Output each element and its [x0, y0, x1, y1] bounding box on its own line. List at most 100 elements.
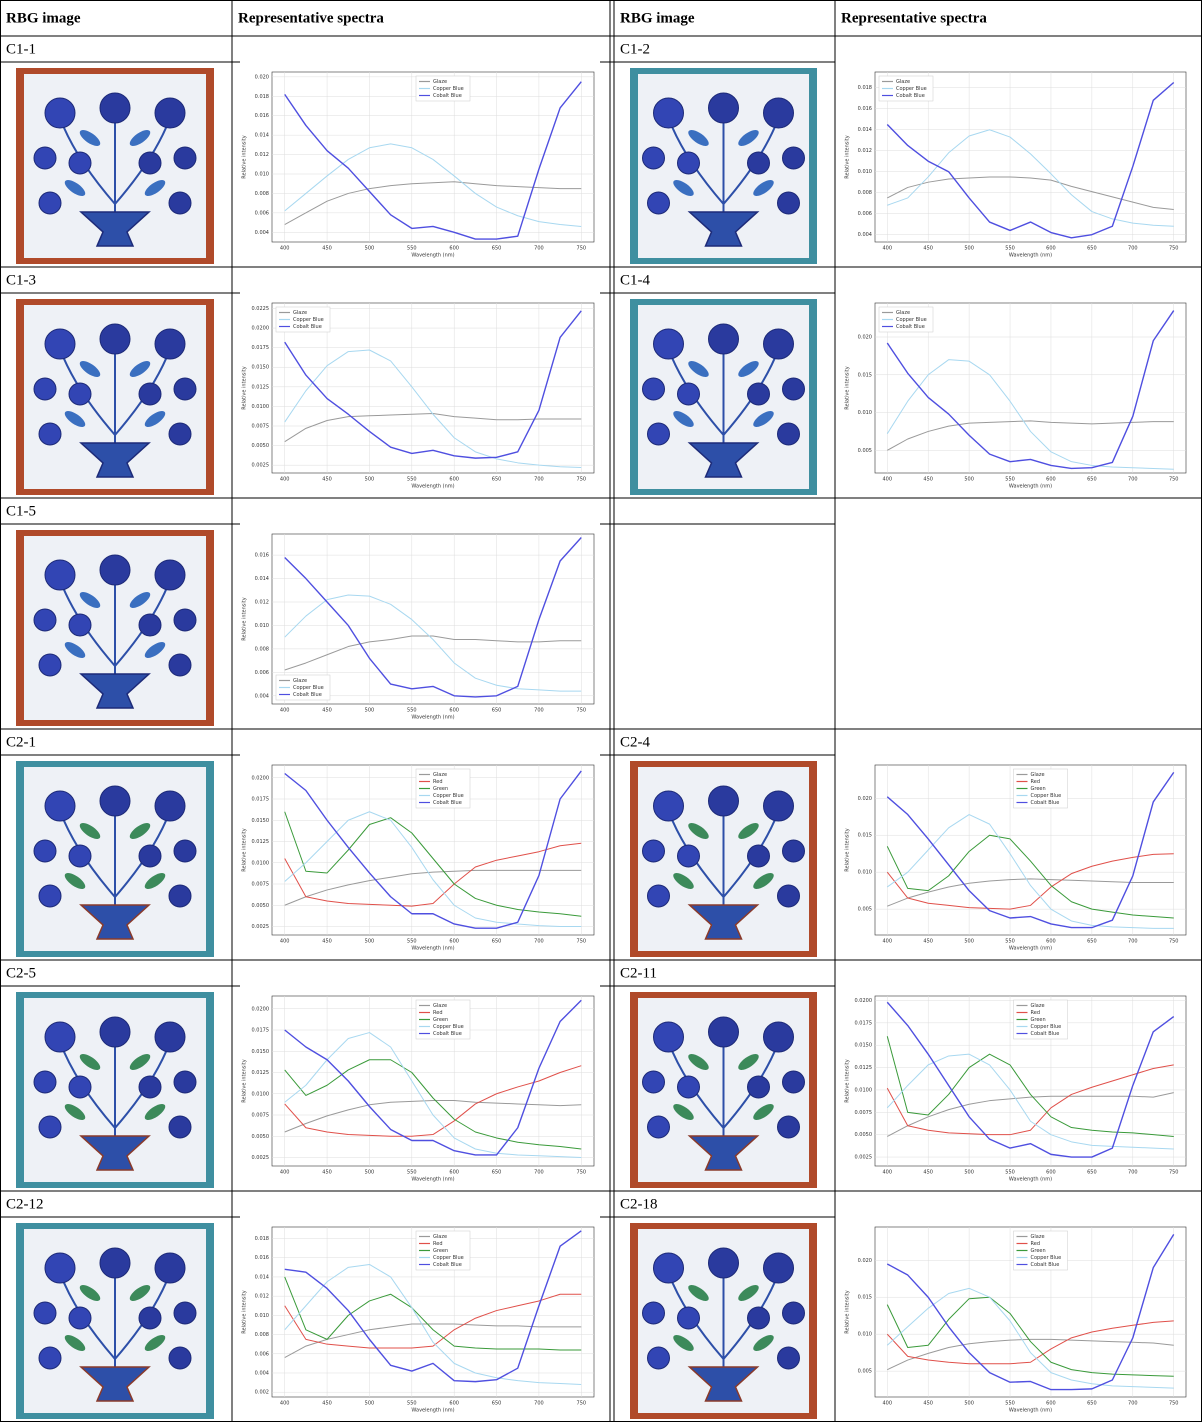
x-tick-label: 750 — [1169, 246, 1179, 252]
y-tick-label: 0.016 — [255, 553, 269, 559]
x-axis-label: Wavelength (nm) — [1009, 1177, 1052, 1183]
x-axis-label: Wavelength (nm) — [411, 484, 454, 490]
column-header: Representative spectra — [238, 10, 384, 26]
legend-label: Cobalt Blue — [1031, 800, 1060, 806]
tile-leaf — [688, 1053, 709, 1071]
y-tick-label: 0.006 — [255, 1351, 269, 1357]
y-tick-label: 0.0200 — [252, 1006, 270, 1012]
tile-photo — [16, 299, 214, 495]
tile-photo — [16, 1223, 214, 1419]
tile-flower — [168, 191, 192, 215]
y-tick-label: 0.006 — [255, 210, 269, 216]
tile-flower — [647, 191, 670, 215]
tile-flower — [154, 790, 186, 822]
x-axis-label: Wavelength (nm) — [411, 1408, 454, 1414]
tile-leaf — [738, 1053, 759, 1071]
x-tick-label: 700 — [534, 708, 544, 714]
legend-label: Glaze — [433, 772, 447, 778]
tile-flower — [44, 559, 76, 591]
x-tick-label: 750 — [577, 1170, 587, 1176]
x-tick-label: 650 — [1087, 1401, 1097, 1407]
tile-flower — [68, 382, 92, 406]
tile-flower — [168, 653, 192, 677]
legend-label: Red — [1031, 779, 1041, 785]
y-tick-label: 0.010 — [858, 169, 872, 175]
sample-label: C2-18 — [620, 1196, 658, 1212]
x-tick-label: 550 — [1005, 1401, 1015, 1407]
legend-label: Glaze — [293, 310, 307, 316]
y-tick-label: 0.008 — [255, 191, 269, 197]
tile-flower — [44, 97, 76, 129]
tile-flower — [763, 328, 794, 360]
tile-flower — [782, 1301, 805, 1325]
tile-leaf — [753, 872, 774, 890]
y-tick-label: 0.0050 — [252, 903, 270, 909]
spectrum-line — [284, 811, 582, 927]
y-tick-label: 0.004 — [255, 1370, 269, 1376]
tile-leaf — [688, 822, 709, 840]
spectrum-line — [887, 1092, 1174, 1137]
tile-flower — [138, 1075, 162, 1099]
y-tick-label: 0.0200 — [855, 998, 873, 1004]
sample-label: C2-12 — [6, 1196, 44, 1212]
legend-label: Cobalt Blue — [433, 1262, 462, 1268]
tile-leaf — [64, 641, 86, 659]
x-tick-label: 450 — [322, 477, 332, 483]
x-tick-label: 500 — [365, 708, 375, 714]
legend-label: Copper Blue — [1031, 1255, 1062, 1261]
y-tick-label: 0.008 — [255, 646, 269, 652]
y-tick-label: 0.0100 — [855, 1087, 873, 1093]
tile-flower — [642, 377, 665, 401]
y-tick-label: 0.010 — [858, 1332, 872, 1338]
y-tick-label: 0.0075 — [855, 1110, 873, 1116]
spectrum-line — [284, 181, 582, 225]
legend-label: Red — [1031, 1241, 1041, 1247]
y-tick-label: 0.006 — [255, 670, 269, 676]
x-tick-label: 550 — [1005, 477, 1015, 483]
x-tick-label: 700 — [534, 477, 544, 483]
y-tick-label: 0.010 — [858, 410, 872, 416]
legend-label: Copper Blue — [433, 86, 464, 92]
y-tick-label: 0.020 — [255, 74, 269, 80]
spectrum-line — [886, 1001, 1175, 1158]
x-tick-label: 750 — [1169, 1401, 1179, 1407]
x-tick-label: 450 — [322, 939, 332, 945]
tile-flower — [642, 839, 665, 863]
x-tick-label: 700 — [1128, 1170, 1138, 1176]
tile-flower — [154, 97, 186, 129]
spectrum-line — [284, 1276, 582, 1351]
spectrum-line — [886, 1036, 1174, 1137]
legend-label: Green — [433, 1017, 448, 1023]
x-tick-label: 550 — [1005, 1170, 1015, 1176]
tile-flower — [747, 1075, 770, 1099]
spectrum-line — [887, 420, 1174, 451]
tile-leaf — [144, 872, 166, 890]
tile-flower — [763, 790, 794, 822]
y-tick-label: 0.012 — [858, 148, 872, 154]
y-axis-label: Relative intensity — [845, 366, 851, 409]
y-tick-label: 0.0025 — [252, 463, 270, 469]
tile-flower — [653, 790, 684, 822]
legend-label: Glaze — [293, 678, 307, 684]
tile-flower — [38, 422, 62, 446]
tile-vase — [79, 1366, 151, 1402]
spectrum-line — [886, 1287, 1174, 1389]
spectra-chart: 0.002 0.004 0.006 0.008 0.010 0.012 0.014 0.016… — [242, 1226, 595, 1414]
tile-leaf — [673, 1334, 694, 1352]
tile-flower — [763, 97, 794, 129]
x-tick-label: 600 — [1046, 1401, 1056, 1407]
x-axis-label: Wavelength (nm) — [1009, 946, 1052, 952]
tile-flower — [777, 422, 800, 446]
tile-leaf — [129, 360, 151, 378]
x-tick-label: 600 — [449, 939, 459, 945]
tile-leaf — [673, 410, 694, 428]
tile-flower — [642, 1301, 665, 1325]
legend-label: Cobalt Blue — [293, 692, 322, 698]
x-tick-label: 500 — [365, 939, 375, 945]
x-tick-label: 700 — [1128, 477, 1138, 483]
tile-flower — [99, 92, 131, 124]
tile-flower — [168, 1346, 192, 1370]
tile-leaf — [129, 1284, 151, 1302]
x-tick-label: 700 — [534, 246, 544, 252]
x-tick-label: 500 — [964, 477, 974, 483]
